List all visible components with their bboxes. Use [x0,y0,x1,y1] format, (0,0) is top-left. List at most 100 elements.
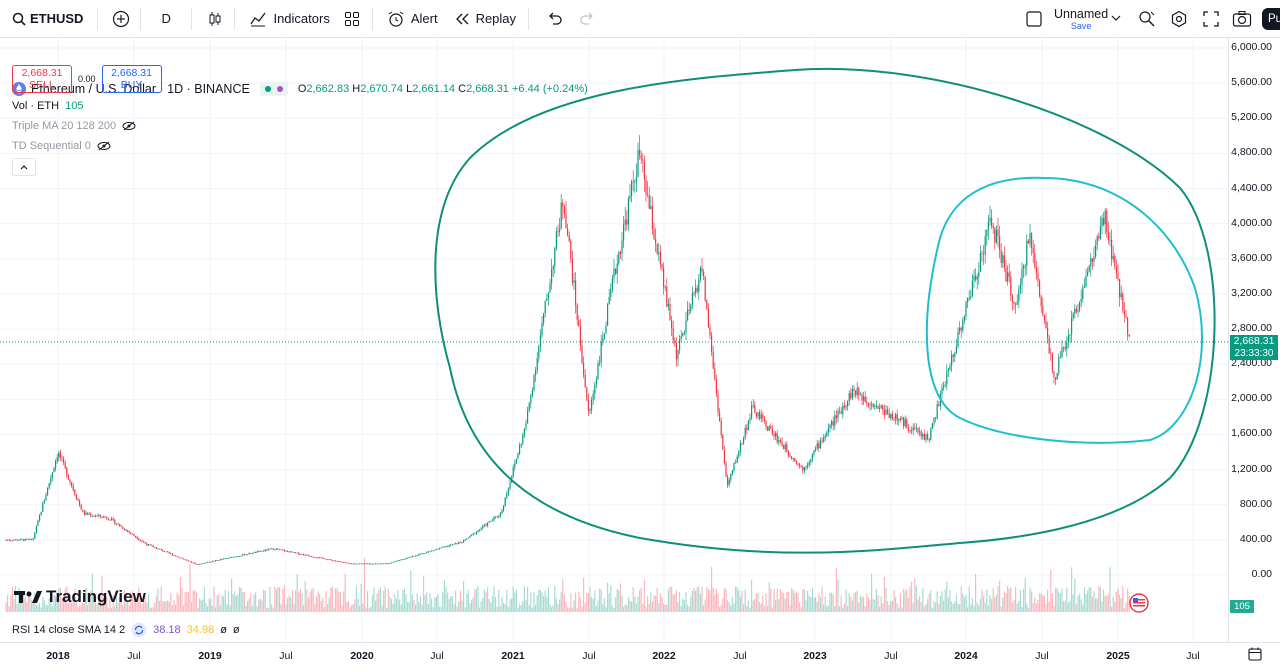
volume-bar [45,604,47,612]
quick-search-icon[interactable] [1138,10,1156,28]
candle-body [474,533,476,535]
candle-body [471,534,473,536]
legend-title[interactable]: Ethereum / U.S. Dollar · 1D · BINANCE [31,82,250,96]
chart-pane[interactable]: Ethereum / U.S. Dollar · 1D · BINANCE O2… [0,38,1228,642]
layout-name-button[interactable]: Unnamed Save [1054,8,1108,32]
undo-icon[interactable] [547,12,563,26]
volume-bar [114,606,116,612]
candle-body [439,547,441,549]
volume-bar [1104,596,1106,612]
hidden-eye-icon[interactable] [97,141,111,151]
publish-button[interactable]: Pu [1262,8,1280,30]
candle-body [941,387,943,394]
volume-indicator-legend[interactable]: Vol · ETH 105 [12,100,83,112]
candle-body [855,390,857,396]
candle-body [960,327,962,331]
volume-bar [1127,588,1129,612]
collapse-legend-button[interactable] [12,158,36,176]
candle-body [120,526,122,527]
candle-body [808,461,810,465]
volume-bar [512,587,514,612]
candle-body [920,431,922,437]
sync-icon[interactable] [131,622,147,638]
volume-bar [675,590,677,612]
volume-bar [848,593,850,612]
candle-body [983,253,985,255]
candle-body [786,444,788,452]
candle-body [971,280,973,297]
sell-button[interactable]: 2,668.31 SELL [12,65,72,93]
volume-bar [1013,599,1015,612]
candle-body [496,516,498,518]
candle-body [384,563,386,565]
volume-bar [1122,586,1124,612]
volume-bar [664,604,666,612]
volume-bar [205,603,207,612]
volume-bar [699,593,701,612]
volume-bar [1064,600,1066,612]
candle-body [1053,371,1055,378]
candle-body [58,452,60,458]
volume-bar [475,588,477,612]
volume-bar [397,590,399,612]
fullscreen-icon[interactable] [1202,10,1220,28]
volume-bar [746,606,748,612]
replay-button[interactable]: Replay [454,0,516,38]
compare-add-button[interactable] [112,10,130,28]
volume-bar [632,586,634,612]
volume-bar [72,599,74,612]
triple-ma-legend[interactable]: Triple MA 20 128 200 [12,120,136,132]
alert-button[interactable]: Alert [387,0,438,38]
candle-body [98,514,100,516]
volume-bar [106,597,108,612]
candle-body [237,556,239,558]
volume-bar [687,604,689,612]
buy-button[interactable]: 2,668.31 BUY [101,65,162,93]
candle-body [835,415,837,419]
volume-bar [437,594,439,612]
time-axis[interactable]: 2018 Jul 2019 Jul 2020 Jul 2021 Jul 2022 Jul 2023 J… [0,642,1280,672]
volume-bar [186,591,188,612]
volume-bar [815,596,817,612]
volume-bar [991,598,993,612]
candle-body [1026,240,1028,266]
rsi-legend[interactable]: RSI 14 close SMA 14 2 38.18 34.98 ø ø [12,622,240,638]
us-flag-event-icon[interactable] [1129,593,1149,618]
volume-bar [669,586,671,612]
candle-body [643,160,645,180]
volume-bar [605,607,607,612]
volume-bar [514,592,516,612]
volume-bar [722,598,724,612]
candle-body [391,562,393,564]
volume-bar [501,597,503,612]
camera-snapshot-icon[interactable] [1232,10,1252,28]
volume-bar [290,597,292,612]
volume-bar [171,605,173,612]
volume-bar [18,587,20,612]
symbol-search[interactable]: ETHUSD [12,0,83,38]
candle-body [368,563,370,565]
td-sequential-legend[interactable]: TD Sequential 0 [12,140,111,152]
candles-chart-type-icon[interactable] [206,10,224,28]
volume-bar [783,593,785,612]
indicators-button[interactable]: Indicators [249,0,330,38]
candle-body [1123,310,1125,315]
volume-bar [872,599,874,612]
settings-gear-icon[interactable] [1170,10,1188,28]
candle-body [1002,255,1004,263]
hidden-eye-icon[interactable] [122,121,136,131]
chevron-down-icon[interactable] [1111,14,1121,22]
volume-bar [223,596,225,612]
redo-icon[interactable] [579,12,595,26]
interval-button[interactable]: D [161,11,171,26]
layout-checkbox-icon[interactable] [1026,11,1042,27]
volume-bar [152,607,154,612]
price-chart[interactable] [0,38,1228,642]
volume-bar [418,601,420,612]
templates-grid-icon[interactable] [344,11,360,27]
candle-body [1055,377,1057,380]
volume-bar [797,592,799,612]
candle-body [587,399,589,412]
go-to-date-icon[interactable] [1248,647,1262,661]
volume-bar [1061,588,1063,612]
